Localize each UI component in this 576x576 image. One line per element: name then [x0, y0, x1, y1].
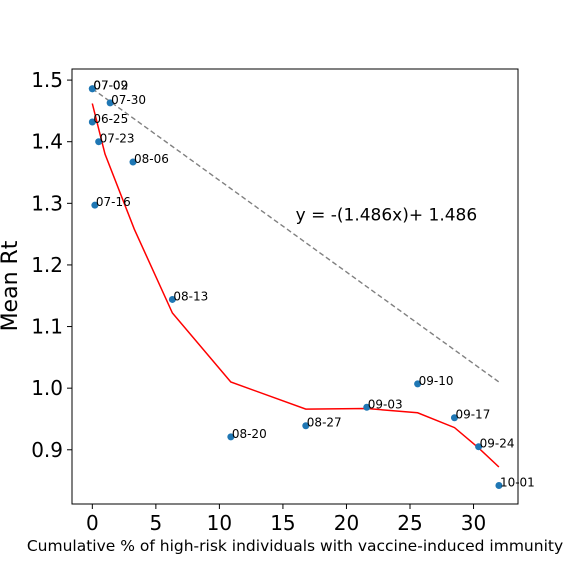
point-label-08-20: 08-20	[232, 427, 267, 441]
data-point-07-09	[88, 85, 96, 93]
point-label-07-23: 07-23	[100, 132, 135, 146]
data-point-06-25	[88, 118, 96, 126]
y-tick-label: 1.1	[31, 315, 63, 339]
x-tick-label: 10	[207, 511, 232, 535]
y-tick-label: 1.0	[31, 376, 63, 400]
y-tick-label: 1.2	[31, 253, 63, 277]
equation-annotation: y = -(1.486x)+ 1.486	[296, 206, 478, 226]
x-axis-title: Cumulative % of high-risk individuals wi…	[27, 537, 563, 555]
x-tick-label: 5	[149, 511, 162, 535]
x-tick-label: 25	[397, 511, 422, 535]
y-tick-label: 1.5	[31, 68, 63, 92]
data-point-08-20	[227, 433, 235, 441]
point-label-07-02: 07-02	[93, 79, 128, 93]
data-point-09-17	[450, 414, 458, 422]
data-point-08-06	[129, 158, 137, 166]
data-point-09-10	[414, 380, 422, 388]
y-axis: 0.9 1.0 1.1 1.2 1.3 1.4 1.5	[31, 68, 72, 462]
x-tick-label: 20	[334, 511, 359, 535]
x-axis: 0 5 10 15 20 25 30	[86, 504, 486, 535]
x-tick-label: 15	[270, 511, 295, 535]
point-label-07-09: 07-09	[93, 79, 128, 93]
data-point-08-27	[302, 422, 310, 430]
data-point-07-16	[91, 201, 99, 209]
data-point-07-23	[95, 138, 103, 146]
data-point-09-03	[363, 403, 371, 411]
point-label-08-13: 08-13	[173, 289, 208, 303]
y-axis-title: Mean Rt	[0, 240, 23, 331]
data-point-10-01	[495, 482, 503, 490]
y-tick-label: 1.4	[31, 130, 63, 154]
point-label-09-17: 09-17	[455, 408, 490, 422]
reference-line	[91, 88, 500, 383]
point-label-09-10: 09-10	[419, 374, 454, 388]
point-label-09-03: 09-03	[368, 397, 403, 411]
data-point-07-30	[106, 99, 114, 107]
x-tick-label: 0	[86, 511, 99, 535]
fit-curve	[91, 103, 500, 468]
point-label-08-06: 08-06	[134, 152, 169, 166]
point-label-09-24: 09-24	[480, 437, 515, 451]
point-label-07-30: 07-30	[111, 93, 146, 107]
point-label-08-27: 08-27	[307, 416, 342, 430]
point-label-07-16: 07-16	[96, 195, 131, 209]
x-tick-label: 30	[461, 511, 486, 535]
point-label-10-01: 10-01	[500, 476, 535, 490]
data-point-08-13	[168, 295, 176, 303]
axes-frame	[71, 68, 519, 505]
point-label-06-25: 06-25	[93, 112, 128, 126]
y-tick-label: 0.9	[31, 438, 63, 462]
y-tick-label: 1.3	[31, 191, 63, 215]
data-point-09-24	[475, 443, 483, 451]
